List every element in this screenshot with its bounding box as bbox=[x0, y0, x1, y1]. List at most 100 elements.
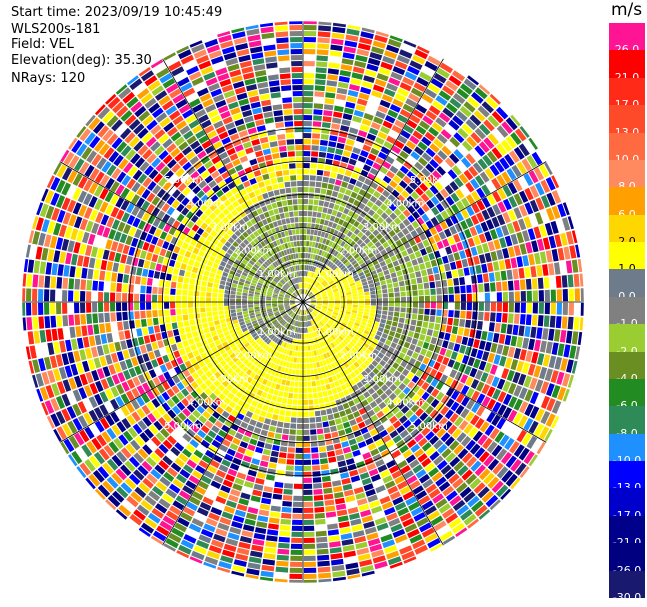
ppi-gate bbox=[357, 289, 364, 294]
ppi-gate bbox=[210, 229, 218, 238]
ppi-gate bbox=[232, 279, 239, 285]
ppi-gate bbox=[306, 265, 309, 271]
ppi-gate bbox=[290, 304, 296, 307]
ppi-gate bbox=[155, 332, 162, 341]
ppi-gate bbox=[299, 369, 303, 375]
ppi-gate bbox=[227, 532, 240, 541]
ppi-gate bbox=[328, 456, 337, 463]
ppi-gate bbox=[488, 272, 495, 282]
ppi-gate bbox=[455, 393, 465, 404]
ppi-gate bbox=[315, 181, 322, 188]
ppi-gate bbox=[369, 287, 376, 292]
ppi-gate bbox=[343, 369, 350, 376]
ppi-gate bbox=[496, 466, 509, 479]
ppi-gate bbox=[212, 297, 218, 302]
ppi-gate bbox=[251, 341, 257, 347]
ppi-gate bbox=[333, 185, 340, 192]
ppi-gate bbox=[76, 466, 87, 478]
ppi-gate bbox=[79, 349, 87, 361]
ppi-gate bbox=[476, 212, 485, 223]
ppi-gate bbox=[275, 323, 281, 329]
ppi-gate bbox=[314, 309, 319, 314]
ppi-gate bbox=[190, 238, 198, 247]
ppi-gate bbox=[211, 358, 219, 366]
ppi-gate bbox=[85, 371, 94, 384]
ppi-gate bbox=[251, 266, 258, 272]
ppi-gate bbox=[134, 302, 140, 311]
ppi-gate bbox=[216, 253, 224, 260]
ppi-gate bbox=[322, 304, 328, 306]
ppi-gate bbox=[320, 310, 326, 314]
ppi-gate bbox=[262, 284, 269, 289]
ppi-gate bbox=[124, 477, 137, 490]
ppi-gate bbox=[62, 277, 69, 289]
ppi-gate bbox=[281, 327, 286, 333]
ppi-gate bbox=[304, 289, 307, 295]
ppi-gate bbox=[342, 376, 349, 383]
ppi-gate bbox=[252, 489, 263, 497]
ppi-gate bbox=[272, 295, 278, 298]
ppi-gate bbox=[213, 533, 226, 543]
ppi-gate bbox=[303, 133, 312, 139]
ppi-gate bbox=[293, 393, 298, 399]
ppi-gate bbox=[336, 454, 345, 462]
ppi-gate bbox=[317, 554, 330, 561]
ppi-gate bbox=[128, 136, 140, 148]
ppi-gate bbox=[445, 207, 455, 217]
ppi-gate bbox=[524, 326, 531, 338]
ppi-gate bbox=[262, 326, 268, 331]
ppi-gate bbox=[316, 542, 328, 549]
ppi-gate bbox=[69, 326, 76, 338]
ppi-gate bbox=[444, 228, 452, 238]
ppi-gate bbox=[314, 91, 325, 98]
ppi-gate bbox=[328, 329, 334, 334]
ppi-gate bbox=[218, 333, 225, 339]
ppi-gate bbox=[89, 455, 101, 469]
ppi-gate bbox=[314, 290, 319, 295]
ppi-gate bbox=[147, 181, 157, 191]
ppi-gate bbox=[322, 264, 327, 271]
ppi-gate bbox=[358, 295, 364, 299]
ppi-gate bbox=[312, 288, 318, 293]
ppi-gate bbox=[44, 356, 52, 370]
ppi-gate bbox=[345, 327, 351, 332]
ppi-gate bbox=[277, 316, 282, 321]
ppi-gate bbox=[243, 358, 250, 365]
ppi-gate bbox=[311, 459, 320, 465]
ppi-gate bbox=[296, 363, 300, 369]
ppi-gate bbox=[293, 307, 298, 312]
ppi-gate bbox=[290, 356, 295, 363]
ppi-gate bbox=[481, 263, 488, 273]
ppi-gate bbox=[137, 448, 149, 460]
ppi-gate bbox=[268, 375, 275, 382]
ppi-gate bbox=[445, 325, 453, 333]
ppi-gate bbox=[72, 389, 82, 402]
ppi-gate bbox=[477, 434, 488, 446]
ppi-gate bbox=[270, 362, 276, 369]
ppi-gate bbox=[502, 380, 511, 393]
ppi-gate bbox=[372, 142, 382, 151]
ppi-gate bbox=[296, 423, 303, 429]
ppi-gate bbox=[397, 114, 408, 124]
ppi-gate bbox=[245, 265, 251, 271]
ppi-gate bbox=[322, 333, 327, 340]
ppi-gate bbox=[179, 469, 191, 479]
ppi-gate bbox=[224, 453, 234, 462]
ppi-gate bbox=[326, 371, 332, 378]
ppi-gate bbox=[382, 175, 392, 184]
ppi-gate bbox=[140, 310, 146, 319]
ppi-gate bbox=[151, 387, 161, 397]
ppi-gate bbox=[289, 325, 293, 331]
ppi-gate bbox=[100, 214, 110, 226]
ppi-gate bbox=[207, 485, 219, 495]
ppi-gate bbox=[318, 25, 332, 32]
ppi-gate bbox=[377, 256, 384, 263]
ppi-gate bbox=[254, 324, 260, 330]
ppi-gate bbox=[449, 495, 462, 507]
ppi-gate bbox=[327, 292, 333, 296]
ppi-gate bbox=[285, 465, 294, 471]
ppi-gate bbox=[486, 219, 495, 230]
ppi-gate bbox=[332, 480, 342, 487]
ppi-gate bbox=[136, 408, 146, 419]
ppi-gate bbox=[293, 489, 303, 495]
